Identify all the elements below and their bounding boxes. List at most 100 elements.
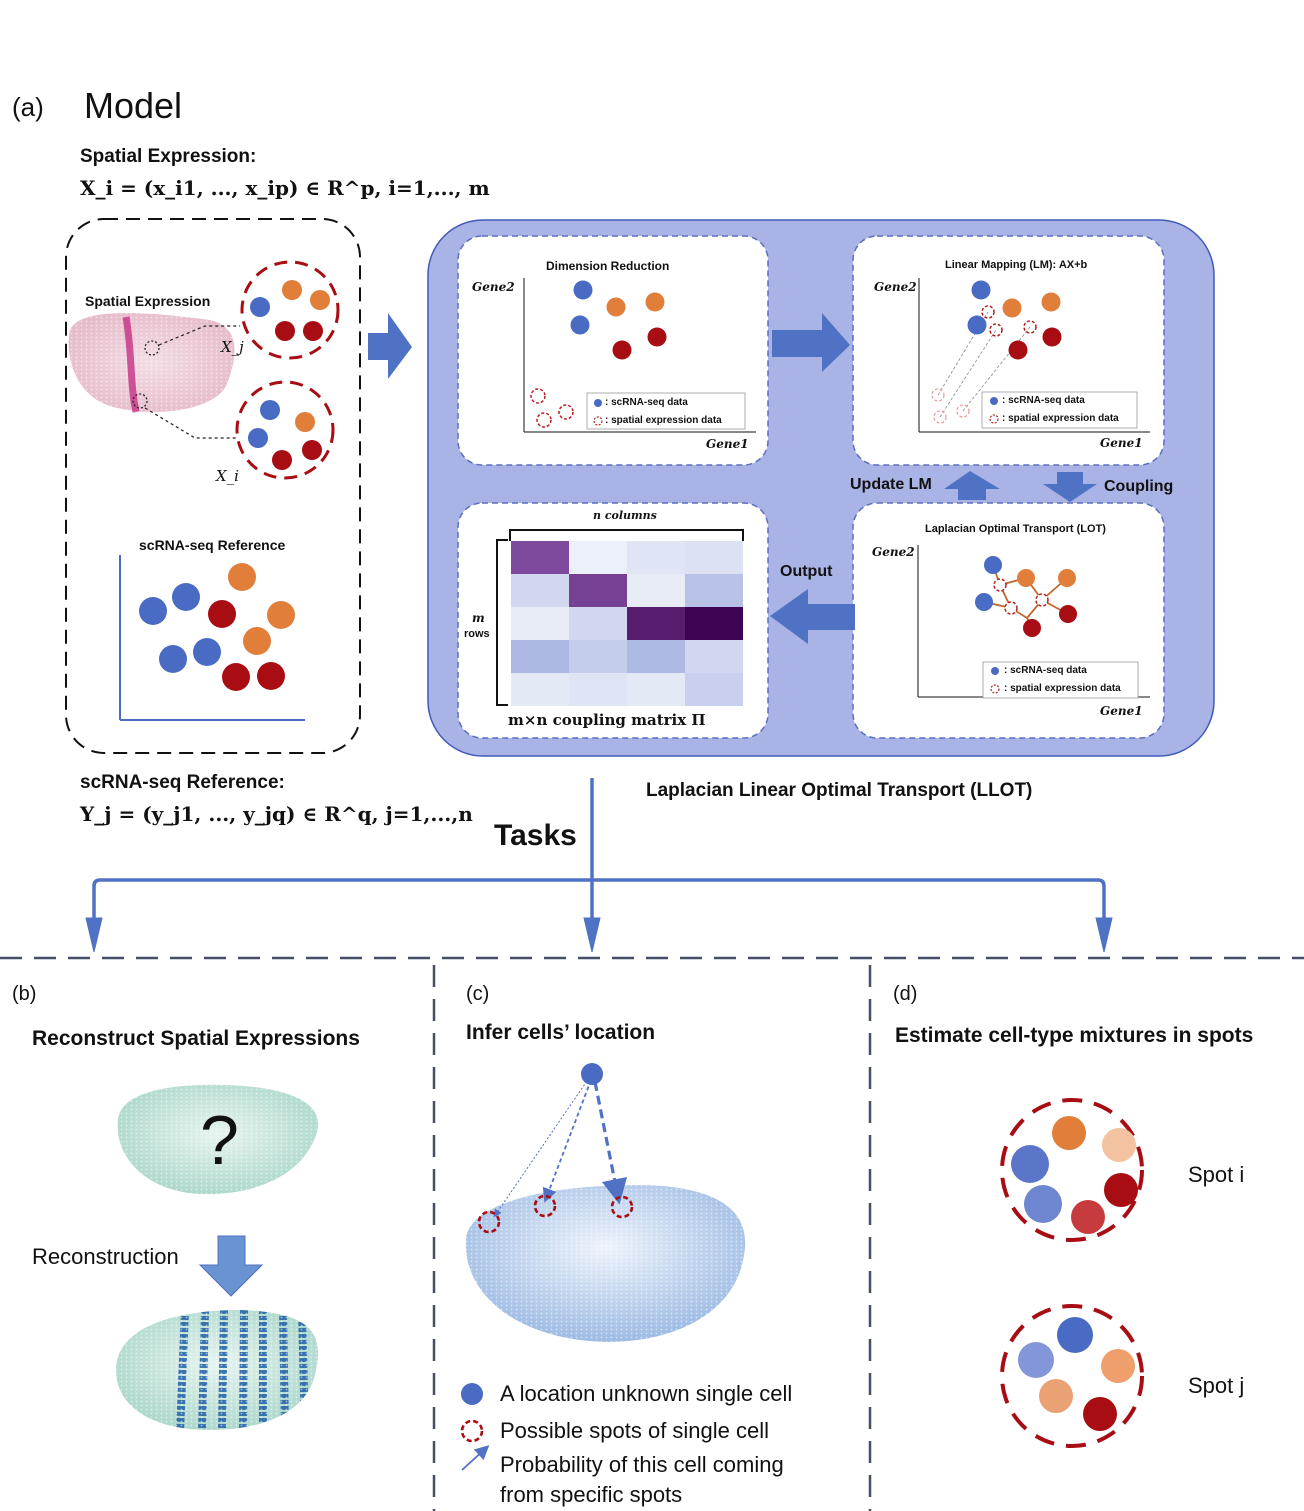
matrix-cell: [685, 673, 743, 706]
task-arrow-d: [1095, 917, 1113, 953]
matrix-cell: [569, 640, 627, 673]
input-dashed-box: [65, 218, 361, 754]
blue-embryo: [465, 1185, 746, 1342]
matrix-columns-label: n columns: [593, 509, 657, 522]
dim-reduction-legend-sc: : scRNA-seq data: [605, 397, 688, 408]
reconstruction-arrow: [198, 1235, 264, 1297]
matrix-cell: [627, 574, 685, 607]
arrow-to-llot: [368, 313, 412, 379]
task-arrow-b: [85, 917, 103, 953]
matrix-cell: [569, 607, 627, 640]
spot-i-label: Spot i: [1188, 1162, 1245, 1187]
legend-cell-icon: [461, 1383, 483, 1405]
matrix-cell: [569, 541, 627, 574]
lot-plot: [917, 545, 1150, 699]
panel-c-title: Infer cells’ location: [466, 1021, 656, 1044]
dim-reduction-ylabel: Gene2: [472, 280, 515, 294]
teal-embryo-unknown: [117, 1084, 319, 1195]
panel-d-title: Estimate cell-type mixtures in spots: [895, 1024, 1254, 1047]
matrix-cell: [627, 607, 685, 640]
linear-mapping-xlabel: Gene1: [1100, 436, 1143, 450]
matrix-caption: m×n coupling matrix Π: [508, 711, 706, 729]
llot-title: Laplacian Linear Optimal Transport (LLOT…: [646, 780, 1033, 801]
candidate-spot-1: [477, 1210, 501, 1234]
panel-b-label: (b): [12, 983, 37, 1005]
matrix-cell: [569, 574, 627, 607]
spot-marker-i: [132, 393, 148, 409]
coupling-matrix-grid: [511, 541, 743, 706]
spot-cluster-j: [240, 260, 340, 360]
tasks-tree: [92, 778, 1106, 920]
matrix-cell: [627, 673, 685, 706]
dim-reduction-plot: [523, 278, 756, 433]
probability-arrow-medium: [542, 1079, 592, 1203]
scrna-formula-text: Y_j = (y_j1, ..., y_jq) ∈ R^q, j=1,...,n: [80, 802, 473, 826]
arrow-dr-to-lm: [772, 313, 850, 372]
lot-xlabel: Gene1: [1100, 704, 1143, 718]
matrix-cell: [511, 574, 569, 607]
spot-marker-j: [144, 340, 160, 356]
panel-c-label: (c): [466, 983, 490, 1005]
candidate-spot-3: [610, 1195, 634, 1219]
arrow-coupling: [1043, 472, 1097, 502]
spatial-box-title: Spatial Expression: [85, 293, 211, 309]
dim-reduction-title: Dimension Reduction: [546, 259, 670, 273]
striped-embryo-reconstructed: [116, 1310, 319, 1430]
matrix-cell: [685, 574, 743, 607]
spot-cluster-i: [235, 380, 335, 480]
spot-j-cluster: [1000, 1304, 1144, 1448]
rows-brace: [496, 539, 508, 706]
matrix-cell: [511, 541, 569, 574]
linear-mapping-legend-sc: : scRNA-seq data: [1002, 395, 1085, 406]
lot-legend-sc: : scRNA-seq data: [1004, 665, 1087, 676]
task-arrow-c: [583, 917, 601, 953]
matrix-cell: [685, 607, 743, 640]
dim-reduction-xlabel: Gene1: [706, 437, 749, 451]
panel-b-title: Reconstruct Spatial Expressions: [32, 1027, 360, 1050]
question-mark: ?: [200, 1101, 239, 1179]
matrix-cell: [511, 640, 569, 673]
panel-a-label: (a): [12, 92, 44, 122]
spot-i-cluster: [1000, 1098, 1144, 1242]
output-label: Output: [780, 563, 833, 580]
tasks-label: Tasks: [494, 819, 577, 852]
matrix-rows-m: m: [472, 611, 485, 625]
panel-a-title: Model: [84, 85, 183, 126]
coupling-label: Coupling: [1104, 478, 1174, 495]
arrow-update-lm: [944, 471, 1000, 500]
panel-d-label: (d): [893, 983, 918, 1005]
linear-mapping-title: Linear Mapping (LM): AX+b: [945, 259, 1088, 271]
spatial-heading: Spatial Expression:: [80, 146, 257, 167]
lot-ylabel: Gene2: [872, 545, 915, 559]
xj-label: X_j: [221, 338, 244, 356]
connector-j: [158, 325, 240, 346]
legend-prob-text-1: Probability of this cell coming: [500, 1452, 784, 1477]
connector-i: [144, 407, 236, 439]
linear-mapping-legend-sp: : spatial expression data: [1002, 413, 1119, 424]
scrna-box-title: scRNA-seq Reference: [139, 537, 286, 553]
matrix-rows-label: rows: [464, 628, 490, 640]
reconstruction-label: Reconstruction: [32, 1244, 179, 1269]
matrix-cell: [569, 673, 627, 706]
legend-arrow-icon: [461, 1445, 490, 1471]
legend-spot-text: Possible spots of single cell: [500, 1418, 770, 1443]
legend-prob-text-2: from specific spots: [500, 1482, 683, 1507]
dim-reduction-legend-sp: : spatial expression data: [605, 415, 722, 426]
lot-legend-sp: : spatial expression data: [1004, 683, 1121, 694]
scrna-heading: scRNA-seq Reference:: [80, 772, 285, 793]
matrix-cell: [511, 607, 569, 640]
spatial-formula: X_i = (x_i1, ..., x_ip) ∈ R^p, i=1,..., …: [80, 176, 490, 200]
spatial-formula-text: X_i = (x_i1, ..., x_ip) ∈ R^p, i=1,..., …: [80, 176, 490, 200]
columns-brace: [509, 529, 744, 541]
arrow-output: [770, 589, 855, 644]
matrix-cell: [627, 541, 685, 574]
probability-arrow-strong: [593, 1081, 628, 1205]
lot-box: [852, 502, 1165, 739]
unknown-cell: [581, 1063, 603, 1085]
scrna-formula: Y_j = (y_j1, ..., y_jq) ∈ R^q, j=1,...,n: [80, 802, 473, 826]
spot-j-label: Spot j: [1188, 1373, 1245, 1398]
matrix-cell: [685, 541, 743, 574]
legend-cell-text: A location unknown single cell: [500, 1381, 793, 1406]
probability-arrow-weak: [493, 1077, 590, 1218]
spatial-embryo-image: [68, 312, 235, 413]
